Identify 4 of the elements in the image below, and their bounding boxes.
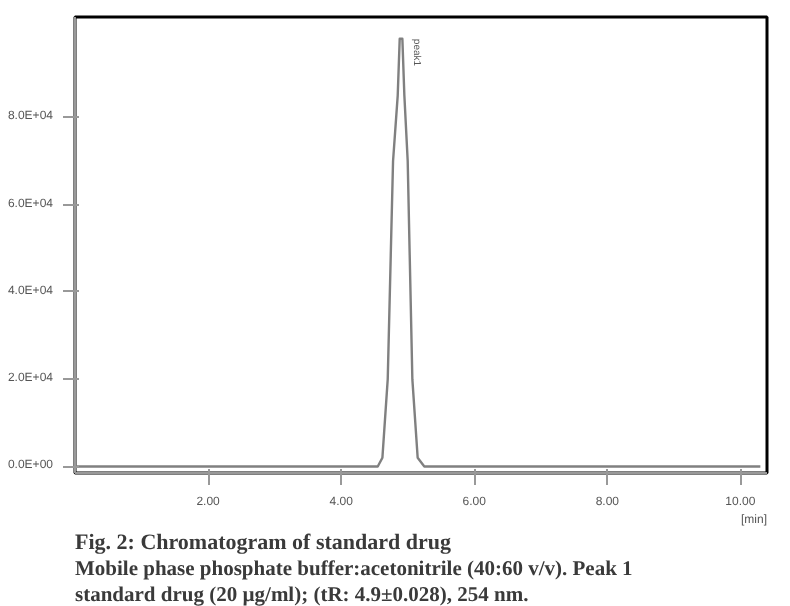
text: Fig. 2: Chromatogram of standard drug: [75, 531, 453, 555]
line-series: [75, 37, 762, 468]
text: standard drug (20 µg/ml); (tR: 4.9±0.028), 254 nm.: [75, 585, 530, 606]
text: Mobile phase phosphate buffer:acetonitrile (40:60 v/v). Peak 1: [75, 559, 633, 581]
